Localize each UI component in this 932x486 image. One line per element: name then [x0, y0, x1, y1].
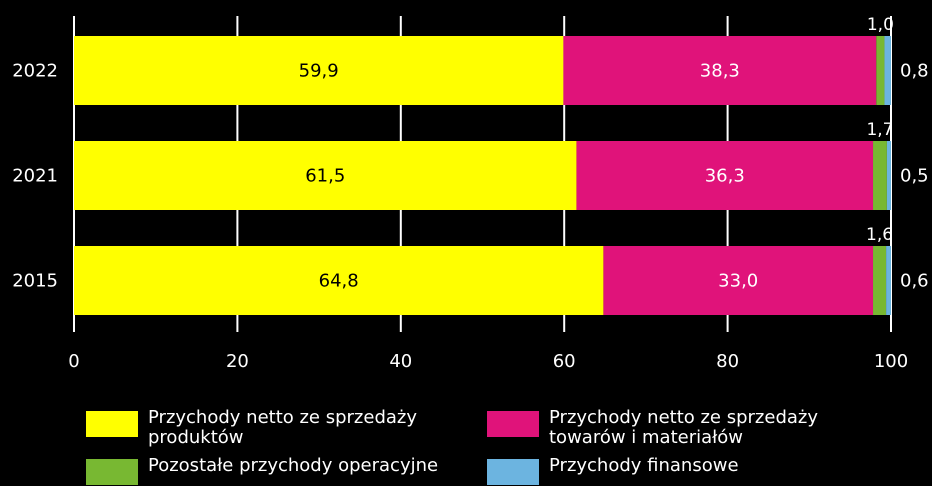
x-tick-label: 40: [389, 351, 412, 372]
data-label: 0,5: [900, 166, 929, 187]
bars: [74, 36, 891, 315]
bar-segment: [873, 246, 887, 315]
bar-segment: [884, 36, 891, 105]
bar-segment: [876, 36, 885, 105]
data-label: 0,8: [900, 61, 929, 82]
bar-segment: [74, 246, 604, 315]
x-tick-label: 100: [874, 351, 908, 372]
data-label: 1,6: [866, 225, 893, 245]
x-tick-label: 20: [226, 351, 249, 372]
category-label: 2015: [12, 271, 58, 292]
bar-segment: [873, 141, 887, 210]
category-label: 2021: [12, 166, 58, 187]
bar-segment: [74, 141, 577, 210]
data-label: 59,9: [299, 61, 339, 82]
data-label: 61,5: [305, 166, 345, 187]
x-tick-label: 60: [553, 351, 576, 372]
bar-segment: [74, 36, 564, 105]
category-label: 2022: [12, 61, 58, 82]
x-tick-label: 0: [68, 351, 79, 372]
bar-segment: [563, 36, 877, 105]
data-label: 1,0: [867, 15, 894, 35]
data-label: 1,7: [866, 120, 893, 140]
data-label: 38,3: [700, 61, 740, 82]
x-tick-label: 80: [716, 351, 739, 372]
data-label: 64,8: [319, 271, 359, 292]
data-label: 33,0: [718, 271, 758, 292]
bar-segment: [576, 141, 874, 210]
data-label: 0,6: [900, 271, 929, 292]
bar-segment: [886, 246, 891, 315]
labels: 0 20 40 60 80 100 2022 59,9 38,3 1,0 0,8 2021 61,5 36…: [12, 15, 928, 372]
bar-segment: [886, 141, 891, 210]
data-label: 36,3: [705, 166, 745, 187]
bar-segment: [603, 246, 874, 315]
